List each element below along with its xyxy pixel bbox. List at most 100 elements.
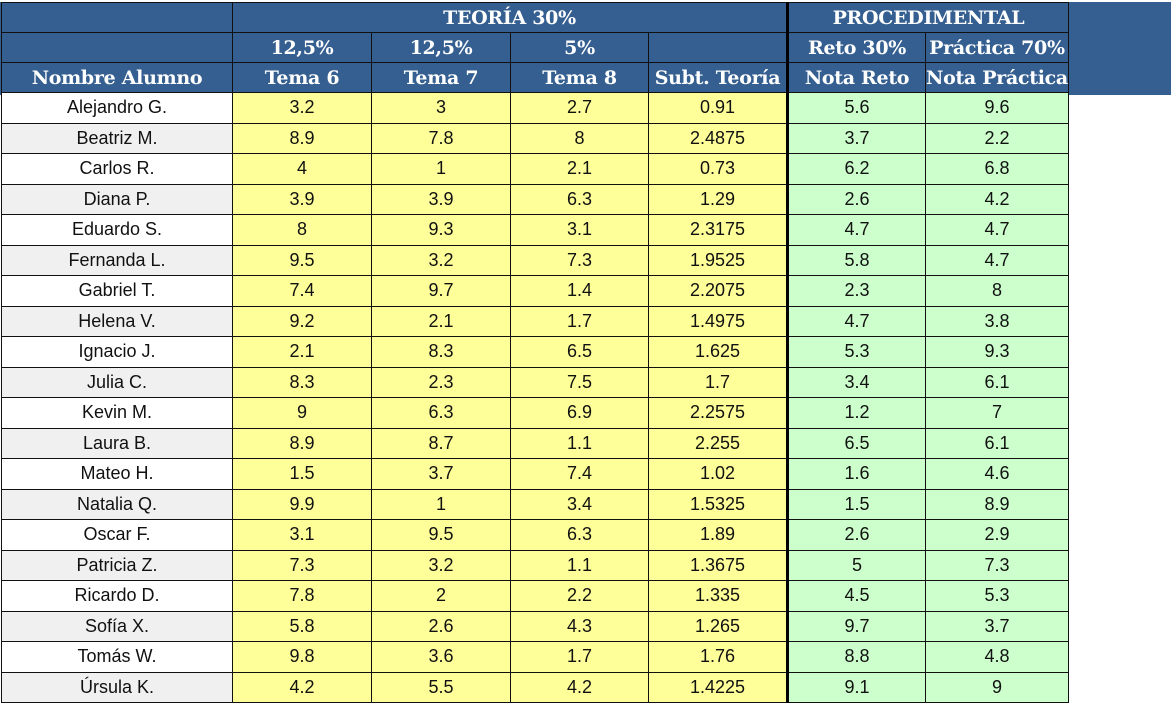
cell-tema7[interactable]: 7.8: [371, 122, 511, 154]
cell-practica[interactable]: 9.3: [925, 336, 1069, 368]
cell-practica[interactable]: 4.7: [925, 214, 1069, 246]
cell-subtotal[interactable]: 1.7: [648, 366, 788, 398]
cell-practica[interactable]: 4.6: [925, 458, 1069, 490]
cell-practica[interactable]: 2.2: [925, 122, 1069, 154]
cell-name[interactable]: Patricia Z.: [1, 549, 233, 581]
col-header-tema8[interactable]: Tema 8: [510, 62, 649, 93]
cell-subtotal[interactable]: 2.4875: [648, 122, 788, 154]
cell-tema7[interactable]: 2: [371, 580, 511, 612]
cell-tema7[interactable]: 3.2: [371, 549, 511, 581]
cell-tema8[interactable]: 2.1: [510, 153, 649, 185]
cell-subtotal[interactable]: 1.5325: [648, 488, 788, 520]
cell-name[interactable]: Kevin M.: [1, 397, 233, 429]
cell-name[interactable]: Ricardo D.: [1, 580, 233, 612]
cell-tema7[interactable]: 3.9: [371, 183, 511, 215]
cell-tema6[interactable]: 8.9: [232, 122, 372, 154]
cell-tema7[interactable]: 2.6: [371, 610, 511, 642]
cell-tema8[interactable]: 6.5: [510, 336, 649, 368]
cell-tema6[interactable]: 7.8: [232, 580, 372, 612]
col-header-nombre[interactable]: Nombre Alumno: [1, 62, 233, 93]
cell-tema6[interactable]: 2.1: [232, 336, 372, 368]
cell-tema6[interactable]: 8.3: [232, 366, 372, 398]
cell-tema7[interactable]: 3.6: [371, 641, 511, 673]
cell-reto[interactable]: 3.4: [786, 366, 926, 398]
cell-tema7[interactable]: 6.3: [371, 397, 511, 429]
cell-tema6[interactable]: 9.2: [232, 305, 372, 337]
cell-tema8[interactable]: 2.2: [510, 580, 649, 612]
cell-subtotal[interactable]: 1.9525: [648, 244, 788, 276]
cell-practica[interactable]: 3.8: [925, 305, 1069, 337]
cell-subtotal[interactable]: 2.255: [648, 427, 788, 459]
cell-tema6[interactable]: 9.8: [232, 641, 372, 673]
cell-subtotal[interactable]: 1.3675: [648, 549, 788, 581]
cell-tema6[interactable]: 4.2: [232, 671, 372, 703]
cell-subtotal[interactable]: 1.4975: [648, 305, 788, 337]
cell-subtotal[interactable]: 2.2575: [648, 397, 788, 429]
cell-name[interactable]: Tomás W.: [1, 641, 233, 673]
cell-tema6[interactable]: 3.9: [232, 183, 372, 215]
cell-practica[interactable]: 9: [925, 671, 1069, 703]
col-header-subtotal[interactable]: Subt. Teoría: [648, 62, 788, 93]
cell-name[interactable]: Helena V.: [1, 305, 233, 337]
cell-reto[interactable]: 6.5: [786, 427, 926, 459]
cell-name[interactable]: Oscar F.: [1, 519, 233, 551]
cell-reto[interactable]: 2.6: [786, 183, 926, 215]
cell-subtotal[interactable]: 1.335: [648, 580, 788, 612]
col-header-reto[interactable]: Nota Reto: [786, 62, 926, 93]
cell-tema7[interactable]: 2.3: [371, 366, 511, 398]
cell-practica[interactable]: 4.7: [925, 244, 1069, 276]
cell-name[interactable]: Ignacio J.: [1, 336, 233, 368]
cell-name[interactable]: Úrsula K.: [1, 671, 233, 703]
cell-reto[interactable]: 1.6: [786, 458, 926, 490]
cell-name[interactable]: Mateo H.: [1, 458, 233, 490]
cell-tema6[interactable]: 1.5: [232, 458, 372, 490]
cell-tema7[interactable]: 3: [371, 92, 511, 124]
cell-practica[interactable]: 9.6: [925, 92, 1069, 124]
cell-tema8[interactable]: 6.9: [510, 397, 649, 429]
cell-tema8[interactable]: 4.2: [510, 671, 649, 703]
cell-tema8[interactable]: 8: [510, 122, 649, 154]
cell-practica[interactable]: 7.3: [925, 549, 1069, 581]
cell-reto[interactable]: 2.6: [786, 519, 926, 551]
cell-tema7[interactable]: 2.1: [371, 305, 511, 337]
cell-practica[interactable]: 4.8: [925, 641, 1069, 673]
cell-subtotal[interactable]: 1.265: [648, 610, 788, 642]
cell-reto[interactable]: 9.1: [786, 671, 926, 703]
cell-practica[interactable]: 7: [925, 397, 1069, 429]
cell-tema6[interactable]: 8.9: [232, 427, 372, 459]
cell-subtotal[interactable]: 0.91: [648, 92, 788, 124]
cell-practica[interactable]: 3.7: [925, 610, 1069, 642]
cell-reto[interactable]: 5.8: [786, 244, 926, 276]
cell-subtotal[interactable]: 1.89: [648, 519, 788, 551]
cell-name[interactable]: Laura B.: [1, 427, 233, 459]
cell-tema8[interactable]: 1.4: [510, 275, 649, 307]
cell-reto[interactable]: 1.5: [786, 488, 926, 520]
cell-practica[interactable]: 6.1: [925, 427, 1069, 459]
cell-name[interactable]: Fernanda L.: [1, 244, 233, 276]
cell-tema8[interactable]: 1.1: [510, 427, 649, 459]
cell-name[interactable]: Julia C.: [1, 366, 233, 398]
cell-name[interactable]: Beatriz M.: [1, 122, 233, 154]
cell-tema8[interactable]: 7.5: [510, 366, 649, 398]
col-header-tema6[interactable]: Tema 6: [232, 62, 372, 93]
cell-subtotal[interactable]: 1.29: [648, 183, 788, 215]
cell-reto[interactable]: 5: [786, 549, 926, 581]
cell-tema8[interactable]: 3.1: [510, 214, 649, 246]
cell-reto[interactable]: 9.7: [786, 610, 926, 642]
cell-practica[interactable]: 8: [925, 275, 1069, 307]
cell-tema8[interactable]: 7.3: [510, 244, 649, 276]
cell-name[interactable]: Carlos R.: [1, 153, 233, 185]
cell-tema6[interactable]: 7.4: [232, 275, 372, 307]
cell-reto[interactable]: 8.8: [786, 641, 926, 673]
cell-subtotal[interactable]: 1.76: [648, 641, 788, 673]
cell-name[interactable]: Sofía X.: [1, 610, 233, 642]
cell-subtotal[interactable]: 2.2075: [648, 275, 788, 307]
cell-tema8[interactable]: 7.4: [510, 458, 649, 490]
cell-tema8[interactable]: 6.3: [510, 519, 649, 551]
cell-subtotal[interactable]: 0.73: [648, 153, 788, 185]
cell-practica[interactable]: 5.3: [925, 580, 1069, 612]
cell-subtotal[interactable]: 2.3175: [648, 214, 788, 246]
cell-name[interactable]: Alejandro G.: [1, 92, 233, 124]
cell-tema7[interactable]: 3.2: [371, 244, 511, 276]
cell-reto[interactable]: 5.6: [786, 92, 926, 124]
